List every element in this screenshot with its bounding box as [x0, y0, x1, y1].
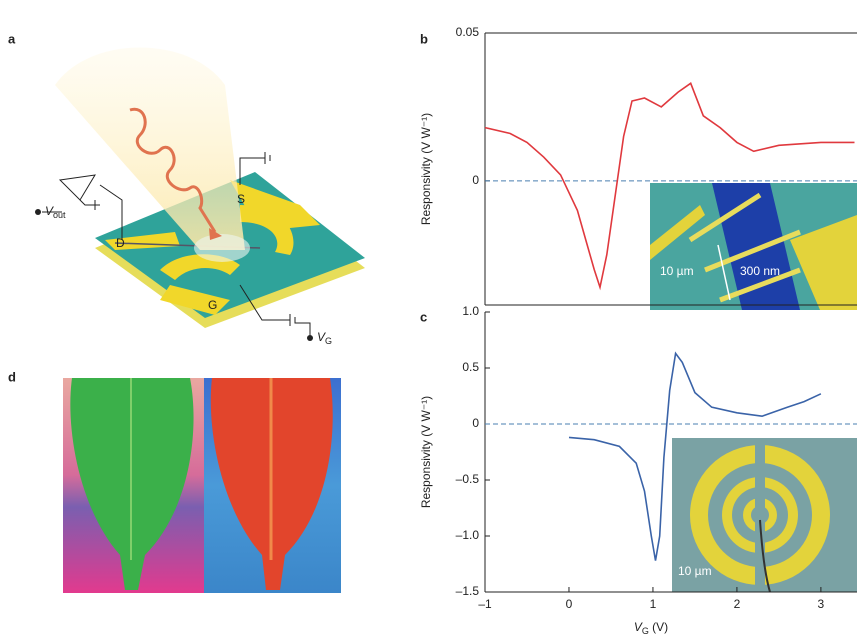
- panel-label: c: [420, 309, 427, 324]
- x-tick-label: 3: [818, 597, 825, 611]
- x-axis-label: VG (V): [634, 620, 668, 636]
- vout-sub: out: [53, 210, 66, 220]
- panel-label: b: [420, 31, 428, 46]
- y-tick-label: –1.5: [456, 584, 480, 598]
- label-vg: VG: [317, 330, 332, 346]
- device-diagram: [35, 48, 365, 342]
- y-axis-label: Responsivity (V W⁻¹): [419, 396, 433, 508]
- label-gate: G: [208, 298, 217, 312]
- figure: a b c d S D G Vout VG: [0, 0, 859, 641]
- panel-label: a: [8, 31, 16, 46]
- inset-image: [650, 183, 857, 310]
- panel-label: d: [8, 369, 16, 384]
- thermal-images: [63, 378, 341, 593]
- y-tick-label: 0: [472, 173, 479, 187]
- x-tick-label: 2: [734, 597, 741, 611]
- label-vout: Vout: [45, 204, 66, 220]
- y-tick-label: 1.0: [462, 304, 479, 318]
- label-source: S: [237, 192, 245, 206]
- y-tick-label: 0: [472, 416, 479, 430]
- y-tick-label: –1.0: [456, 528, 480, 542]
- vg-sub: G: [325, 336, 332, 346]
- xlabel-rest: (V): [649, 620, 668, 634]
- y-tick-label: 0.05: [456, 25, 480, 39]
- xlabel-sub: G: [642, 626, 649, 636]
- x-tick-label: –1: [478, 597, 492, 611]
- inset-annotation: 10 µm: [678, 564, 712, 578]
- y-tick-label: –0.5: [456, 472, 480, 486]
- y-tick-label: 0.5: [462, 360, 479, 374]
- y-axis-label: Responsivity (V W⁻¹): [419, 113, 433, 225]
- inset-annotation: 300 nm: [740, 264, 780, 278]
- x-tick-label: 0: [566, 597, 573, 611]
- label-drain: D: [116, 236, 125, 250]
- inset-annotation: 10 µm: [660, 264, 694, 278]
- x-tick-label: 1: [650, 597, 657, 611]
